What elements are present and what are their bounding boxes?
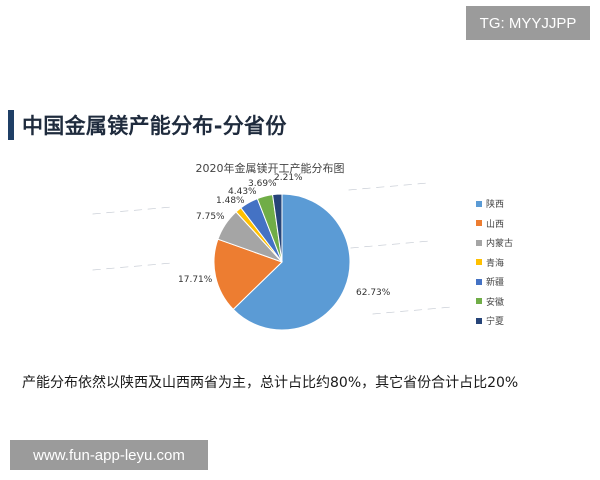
telegram-badge: TG: MYYJJPP [466,6,590,40]
page-title: 中国金属镁产能分布-分省份 [22,114,287,138]
pie-slice-1 [232,193,351,331]
slice-label: 3.69% [248,179,277,189]
legend-swatch [476,278,482,285]
summary-text: 产能分布依然以陕西及山西两省为主，总计占比约80%，其它省份合计占比20% [22,375,519,391]
page-header: 中国金属镁产能分布-分省份 [8,110,287,140]
legend-label: 安徽 [486,297,505,308]
legend-swatch [476,239,482,246]
legend-label: 新疆 [486,278,505,289]
legend-label: 山西 [486,219,505,230]
legend-item: 内蒙古 [476,233,513,253]
slice-label: 1.48% [216,196,245,206]
slice-label: 2.21% [274,173,303,183]
legend-label: 内蒙古 [486,239,514,250]
legend-swatch [476,259,482,266]
chart-legend: 陕西山西内蒙古青海新疆安徽宁夏 [476,194,513,331]
slice-label: 7.75% [196,212,225,222]
header-accent-bar [8,110,14,140]
legend-swatch [476,220,482,227]
legend-label: 青海 [486,258,505,269]
legend-item: 宁夏 [476,311,513,331]
slice-label: 4.43% [228,187,257,197]
legend-swatch [476,298,482,305]
legend-swatch [476,317,482,324]
pie-slice-2 [213,238,283,311]
legend-label: 陕西 [486,200,505,211]
legend-item: 新疆 [476,272,513,292]
legend-label: 宁夏 [486,317,505,328]
legend-swatch [476,200,482,207]
legend-item: 陕西 [476,194,513,214]
chart-title: 2020年金属镁开工产能分布图 [195,162,345,175]
slice-label: 17.71% [178,275,213,285]
slice-label: 62.73% [356,288,391,298]
pie-slice-7 [272,193,283,263]
legend-item: 山西 [476,214,513,234]
legend-item: 青海 [476,253,513,273]
legend-item: 安徽 [476,292,513,312]
website-badge: www.fun-app-leyu.com [10,440,208,470]
